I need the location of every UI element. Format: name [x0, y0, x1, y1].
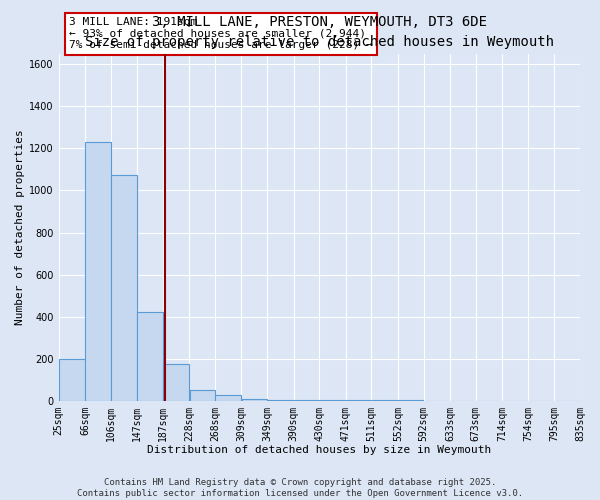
Bar: [242, 398, 267, 400]
Bar: [59, 358, 85, 401]
Text: 3 MILL LANE: 191sqm
← 93% of detached houses are smaller (2,944)
7% of semi-deta: 3 MILL LANE: 191sqm ← 93% of detached ho…: [69, 17, 373, 50]
Title: 3, MILL LANE, PRESTON, WEYMOUTH, DT3 6DE
Size of property relative to detached h: 3, MILL LANE, PRESTON, WEYMOUTH, DT3 6DE…: [85, 15, 554, 48]
Bar: [85, 142, 110, 401]
Text: Contains HM Land Registry data © Crown copyright and database right 2025.
Contai: Contains HM Land Registry data © Crown c…: [77, 478, 523, 498]
X-axis label: Distribution of detached houses by size in Weymouth: Distribution of detached houses by size …: [147, 445, 491, 455]
Bar: [163, 364, 189, 401]
Bar: [215, 396, 241, 400]
Bar: [137, 312, 163, 400]
Bar: [190, 390, 215, 400]
Y-axis label: Number of detached properties: Number of detached properties: [15, 130, 25, 325]
Bar: [111, 174, 137, 400]
